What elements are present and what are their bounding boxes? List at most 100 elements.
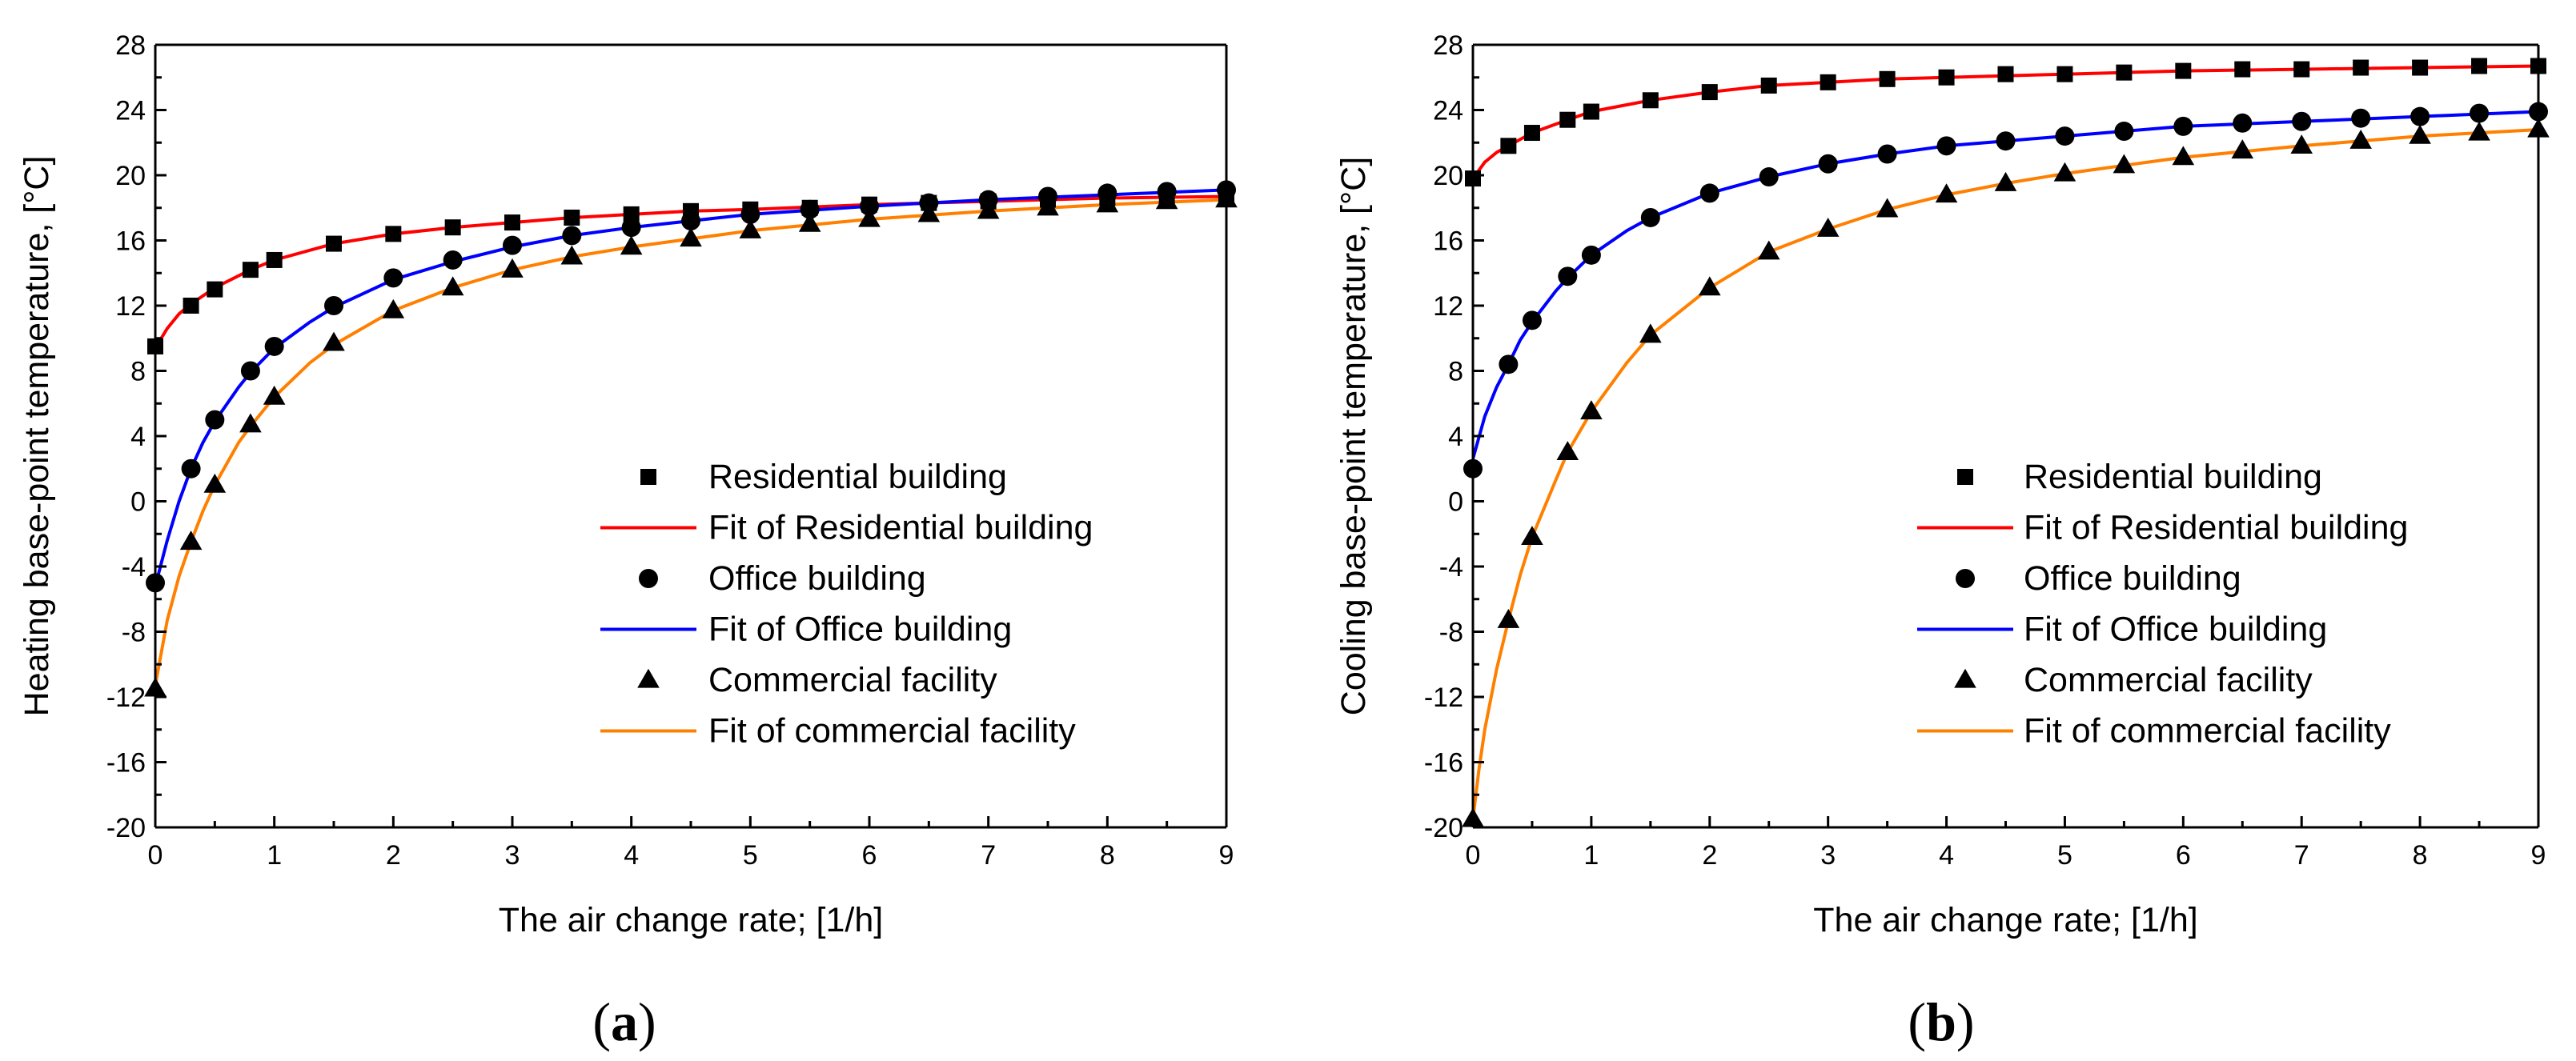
marker-triangle (179, 530, 203, 551)
y-tick-label: 24 (115, 96, 146, 126)
marker-square (2353, 59, 2369, 76)
marker-square (2056, 66, 2073, 82)
marker-triangle (441, 276, 464, 296)
marker-triangle (1037, 196, 1059, 216)
x-tick-label: 0 (1466, 840, 1481, 871)
marker-square (1879, 70, 1896, 87)
marker-triangle (1580, 400, 1603, 420)
marker-triangle (637, 668, 660, 688)
marker-square (266, 251, 283, 268)
marker-circle (1996, 131, 2016, 151)
y-tick-label: 4 (130, 422, 146, 452)
y-tick-label: -20 (106, 813, 146, 843)
y-tick-label: 0 (1448, 487, 1463, 518)
y-tick-label: 4 (1448, 422, 1463, 452)
marker-triangle (739, 219, 762, 238)
marker-triangle (203, 473, 227, 493)
y-tick-label: 16 (1433, 226, 1463, 257)
marker-triangle (323, 331, 345, 351)
marker-circle (1818, 154, 1838, 174)
legend-label: Fit of Residential building (2024, 509, 2408, 547)
panel-label: (b) (1908, 991, 1974, 1052)
legend-label: Commercial facility (2024, 661, 2313, 699)
marker-circle (681, 211, 700, 231)
marker-circle (1581, 245, 1601, 265)
marker-square (504, 214, 520, 231)
x-axis-title: The air change rate; [1/h] (499, 901, 883, 939)
marker-triangle (1954, 668, 1976, 688)
marker-square (623, 206, 640, 222)
legend-label: Office building (2024, 559, 2241, 598)
legend-label: Fit of Office building (708, 611, 1012, 649)
marker-triangle (2468, 121, 2490, 141)
marker-circle (383, 268, 403, 288)
marker-circle (1936, 136, 1956, 156)
x-axis-title: The air change rate; [1/h] (1813, 901, 2197, 939)
x-tick-label: 5 (743, 840, 758, 871)
marker-triangle (1497, 608, 1520, 628)
marker-triangle (1698, 276, 1721, 296)
marker-circle (1038, 186, 1057, 206)
marker-square (2471, 58, 2488, 74)
series-markers-commercial-facility (1462, 118, 2550, 827)
y-axis-title: Cooling base-point temperature, [°C] (1334, 157, 1373, 715)
marker-triangle (917, 202, 941, 222)
marker-triangle (239, 413, 262, 433)
panel-label-letter: a (611, 991, 638, 1052)
marker-triangle (560, 245, 584, 265)
marker-triangle (680, 227, 702, 247)
legend-label: Commercial facility (708, 661, 997, 699)
marker-circle (1640, 207, 1660, 227)
x-tick-label: 9 (1219, 840, 1234, 871)
y-tick-label: 12 (1433, 291, 1463, 322)
marker-circle (1956, 569, 1975, 588)
panel-label-open: ( (1908, 991, 1926, 1052)
marker-circle (1097, 183, 1117, 203)
marker-triangle (1639, 323, 1662, 343)
x-tick-label: 1 (1583, 840, 1599, 871)
marker-triangle (2409, 124, 2431, 144)
marker-circle (503, 235, 522, 255)
marker-triangle (1096, 193, 1119, 213)
x-tick-label: 2 (1702, 840, 1717, 871)
marker-triangle (501, 258, 524, 278)
marker-circle (240, 361, 260, 381)
y-tick-label: -4 (1439, 552, 1463, 583)
marker-square (183, 298, 199, 314)
marker-circle (860, 196, 879, 216)
marker-square (1997, 66, 2014, 82)
y-tick-label: -16 (1424, 748, 1463, 779)
y-tick-label: 20 (115, 161, 146, 191)
marker-circle (2410, 106, 2430, 126)
legend-label: Residential building (708, 458, 1007, 496)
marker-circle (639, 569, 658, 588)
x-tick-label: 1 (267, 840, 282, 871)
panel-label-close: ) (1956, 991, 1975, 1052)
marker-circle (2114, 121, 2134, 141)
marker-circle (443, 250, 463, 270)
marker-circle (1522, 310, 1542, 330)
x-tick-label: 3 (1820, 840, 1836, 871)
panel-label: (a) (592, 991, 656, 1052)
marker-square (1500, 138, 1517, 154)
marker-square (1701, 84, 1718, 101)
marker-square (1938, 69, 1955, 86)
y-tick-label: 8 (1448, 357, 1463, 387)
marker-square (1760, 77, 1777, 94)
marker-circle (264, 336, 284, 356)
x-tick-label: 4 (624, 840, 639, 871)
marker-triangle (1876, 198, 1899, 218)
series-markers-commercial-facility (144, 188, 1238, 697)
y-tick-label: -8 (1439, 618, 1463, 648)
x-tick-label: 7 (981, 840, 996, 871)
marker-circle (2173, 116, 2193, 136)
legend-label: Fit of commercial facility (708, 712, 1076, 751)
marker-square (640, 469, 656, 485)
marker-triangle (620, 235, 643, 255)
marker-triangle (2349, 129, 2372, 149)
marker-square (326, 235, 342, 252)
marker-circle (1499, 354, 1519, 374)
series-line-fit-of-residential-building (1473, 64, 2538, 180)
marker-circle (1558, 266, 1578, 286)
